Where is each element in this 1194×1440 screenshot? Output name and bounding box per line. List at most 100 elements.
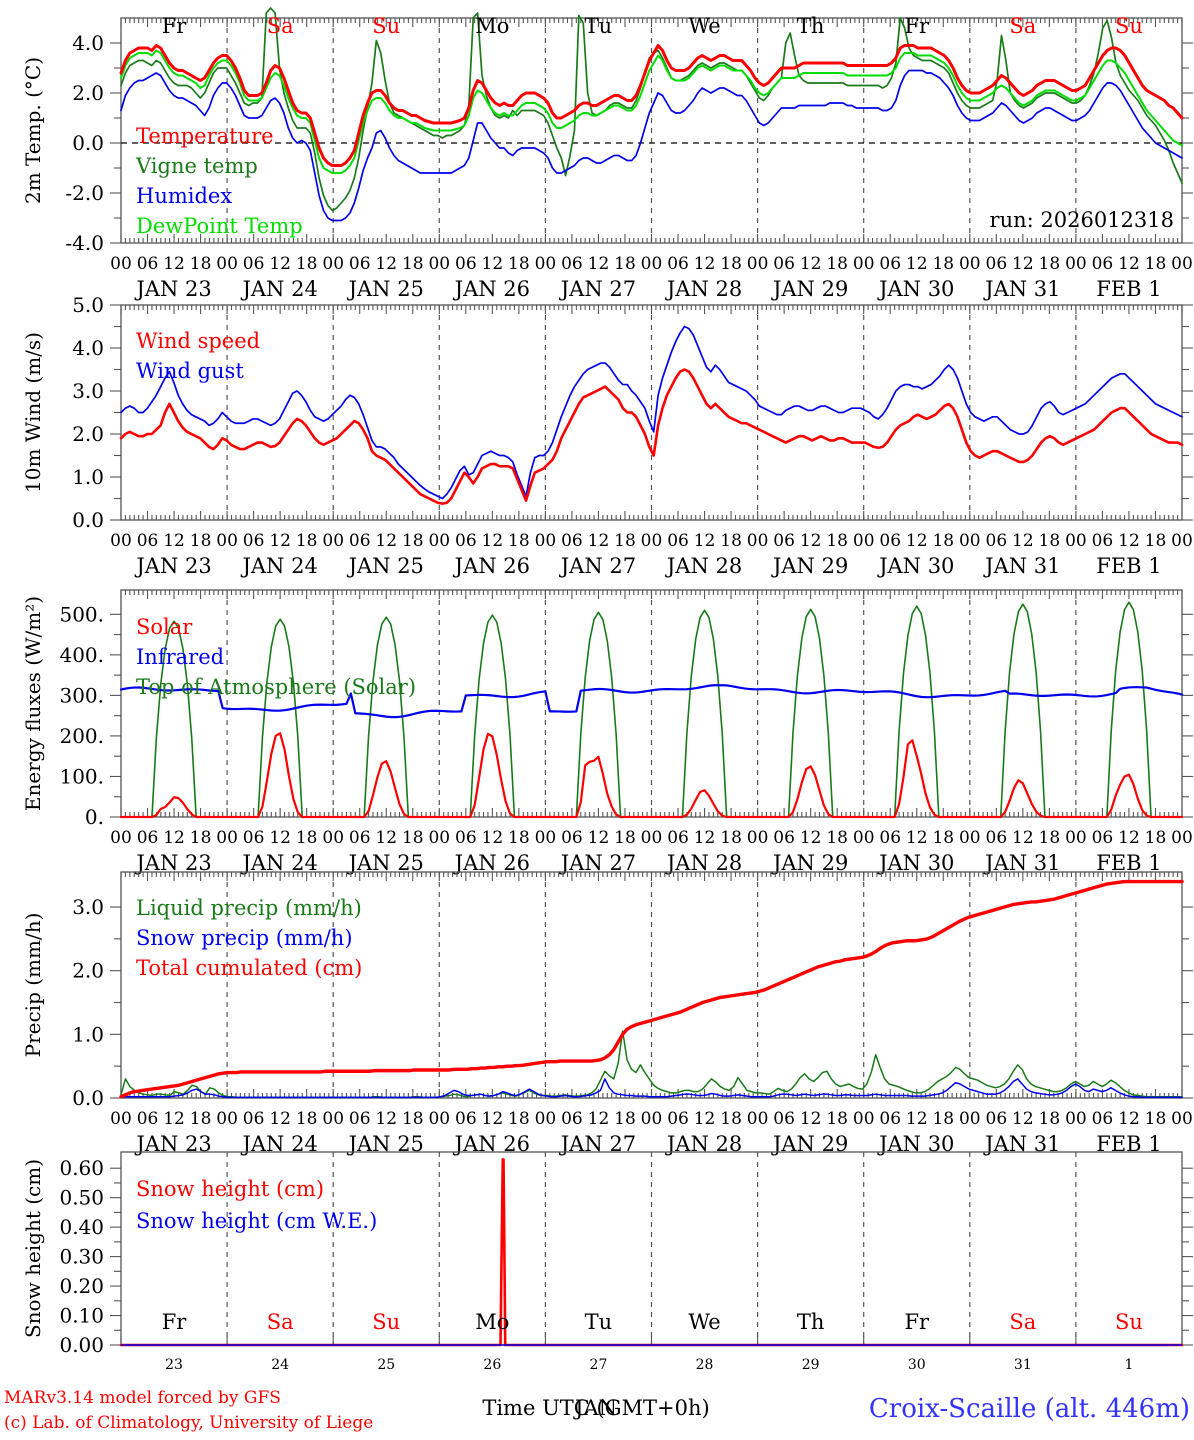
y-axis-title: 2m Temp. (°C) [21, 57, 45, 204]
legend-item-vigne-temp: Vigne temp [135, 154, 258, 178]
x-hour-label: 18 [1039, 254, 1061, 274]
x-day-label: JAN 29 [771, 851, 848, 875]
x-hour-label: 06 [561, 828, 583, 848]
x-hour-label: 00 [216, 531, 238, 551]
panel-wind: 0.0 1.0 2.0 3.0 4.0 5.0 10m Wind (m/s) Wind spe… [21, 293, 1193, 578]
x-hour-label: 06 [349, 254, 371, 274]
dow-label-top: Sa [267, 14, 294, 38]
x-hour-label: 18 [932, 531, 954, 551]
footer-copyright: (c) Lab. of Climatology, University of L… [4, 1413, 373, 1433]
x-hour-label: 12 [1118, 828, 1140, 848]
x-hour-label: 18 [614, 1109, 636, 1129]
x-hour-label: 00 [1065, 1109, 1087, 1129]
x-hour-label: 12 [906, 531, 928, 551]
x-hour-label: 06 [1092, 828, 1114, 848]
x-hour-label: 18 [826, 828, 848, 848]
x-hour-label: 12 [269, 1109, 291, 1129]
x-hour-label: 00 [1171, 828, 1193, 848]
x-hour-label: 06 [455, 828, 477, 848]
x-hour-label: 06 [667, 1109, 689, 1129]
time-axis-label: Time UTC (GMT+0h) [482, 1396, 709, 1420]
x-day-label: JAN 26 [453, 277, 530, 301]
series-dewpoint-temp [120, 49, 1183, 174]
x-day-label: FEB 1 [1096, 277, 1161, 301]
x-hour-label: 00 [1065, 828, 1087, 848]
series-solar [119, 732, 1184, 819]
x-day-label: JAN 30 [877, 277, 954, 301]
y-tick-label: 0.00 [59, 1333, 104, 1357]
x-hour-label: 00 [428, 531, 450, 551]
x-hour-label: 00 [535, 828, 557, 848]
legend-item-total-cumulated-cm-: Total cumulated (cm) [136, 956, 362, 980]
x-hour-label: 18 [826, 531, 848, 551]
x-hour-label: 06 [986, 531, 1008, 551]
dow-label-top: Sa [1009, 14, 1036, 38]
legend-item-snow-height-cm-: Snow height (cm) [136, 1177, 324, 1201]
time-axis-overlap-label: JAN [573, 1396, 617, 1420]
x-hour-label: 00 [322, 1109, 344, 1129]
legend-item-humidex: Humidex [136, 184, 232, 208]
panel-precip: 0.0 1.0 2.0 3.0 Precip (mm/h) Liquid precip (… [21, 871, 1193, 1156]
x-hour-label: 18 [932, 1109, 954, 1129]
legend-item-liquid-precip-mm-h-: Liquid precip (mm/h) [136, 896, 362, 920]
x-hour-label: 12 [694, 1109, 716, 1129]
x-day-label: FEB 1 [1096, 851, 1161, 875]
x-hour-label: 00 [428, 254, 450, 274]
legend-item-wind-speed: Wind speed [136, 329, 260, 353]
y-tick-label: 5.0 [72, 293, 104, 317]
x-hour-label: 18 [1039, 531, 1061, 551]
dow-label-bottom: Th [797, 1310, 825, 1334]
x-hour-label: 18 [402, 254, 424, 274]
legend-item-snow-height-cm-w-e-: Snow height (cm W.E.) [136, 1209, 377, 1233]
x-day-label: JAN 30 [877, 554, 954, 578]
x-hour-label: 12 [906, 1109, 928, 1129]
x-hour-label: 06 [773, 531, 795, 551]
x-hour-label: 06 [561, 1109, 583, 1129]
series-wind-speed [119, 368, 1184, 505]
x-hour-label: 06 [1092, 254, 1114, 274]
x-hour-label: 00 [853, 1109, 875, 1129]
x-hour-label: 06 [243, 828, 265, 848]
x-hour-label: 06 [667, 254, 689, 274]
x-hour-label: 12 [163, 1109, 185, 1129]
x-hour-label: 00 [853, 828, 875, 848]
station-label: Croix-Scaille (alt. 446m) [869, 1394, 1190, 1424]
x-hour-label: 00 [110, 254, 132, 274]
dow-label-bottom: Sa [1009, 1310, 1036, 1334]
x-day-number: 1 [1124, 1357, 1133, 1373]
x-hour-label: 18 [508, 254, 530, 274]
x-hour-label: 12 [694, 531, 716, 551]
x-hour-label: 00 [747, 531, 769, 551]
y-tick-label: 0.50 [59, 1186, 104, 1210]
x-day-label: JAN 30 [877, 851, 954, 875]
series-infrared [119, 684, 1184, 719]
x-hour-label: 06 [243, 531, 265, 551]
y-axis-title: 10m Wind (m/s) [21, 332, 45, 493]
x-day-label: JAN 28 [665, 554, 742, 578]
x-hour-label: 00 [1171, 1109, 1193, 1129]
x-hour-label: 12 [588, 254, 610, 274]
x-hour-label: 12 [269, 828, 291, 848]
x-day-number: 24 [271, 1357, 289, 1373]
x-hour-label: 18 [614, 828, 636, 848]
x-day-number: 23 [165, 1357, 183, 1373]
x-hour-label: 12 [482, 828, 504, 848]
x-day-label: JAN 25 [347, 554, 424, 578]
x-hour-label: 00 [747, 254, 769, 274]
x-hour-label: 00 [110, 531, 132, 551]
x-hour-label: 00 [322, 828, 344, 848]
x-hour-label: 18 [720, 254, 742, 274]
x-hour-label: 06 [455, 254, 477, 274]
x-hour-label: 00 [322, 254, 344, 274]
x-hour-label: 12 [482, 531, 504, 551]
x-hour-label: 00 [110, 1109, 132, 1129]
y-tick-label: 0.0 [72, 1086, 104, 1110]
x-hour-label: 00 [535, 254, 557, 274]
x-day-label: JAN 29 [771, 554, 848, 578]
x-hour-label: 06 [561, 531, 583, 551]
x-hour-label: 00 [641, 1109, 663, 1129]
dow-label-top: Tu [585, 14, 613, 38]
legend-item-wind-gust: Wind gust [136, 359, 244, 383]
x-hour-label: 18 [296, 1109, 318, 1129]
